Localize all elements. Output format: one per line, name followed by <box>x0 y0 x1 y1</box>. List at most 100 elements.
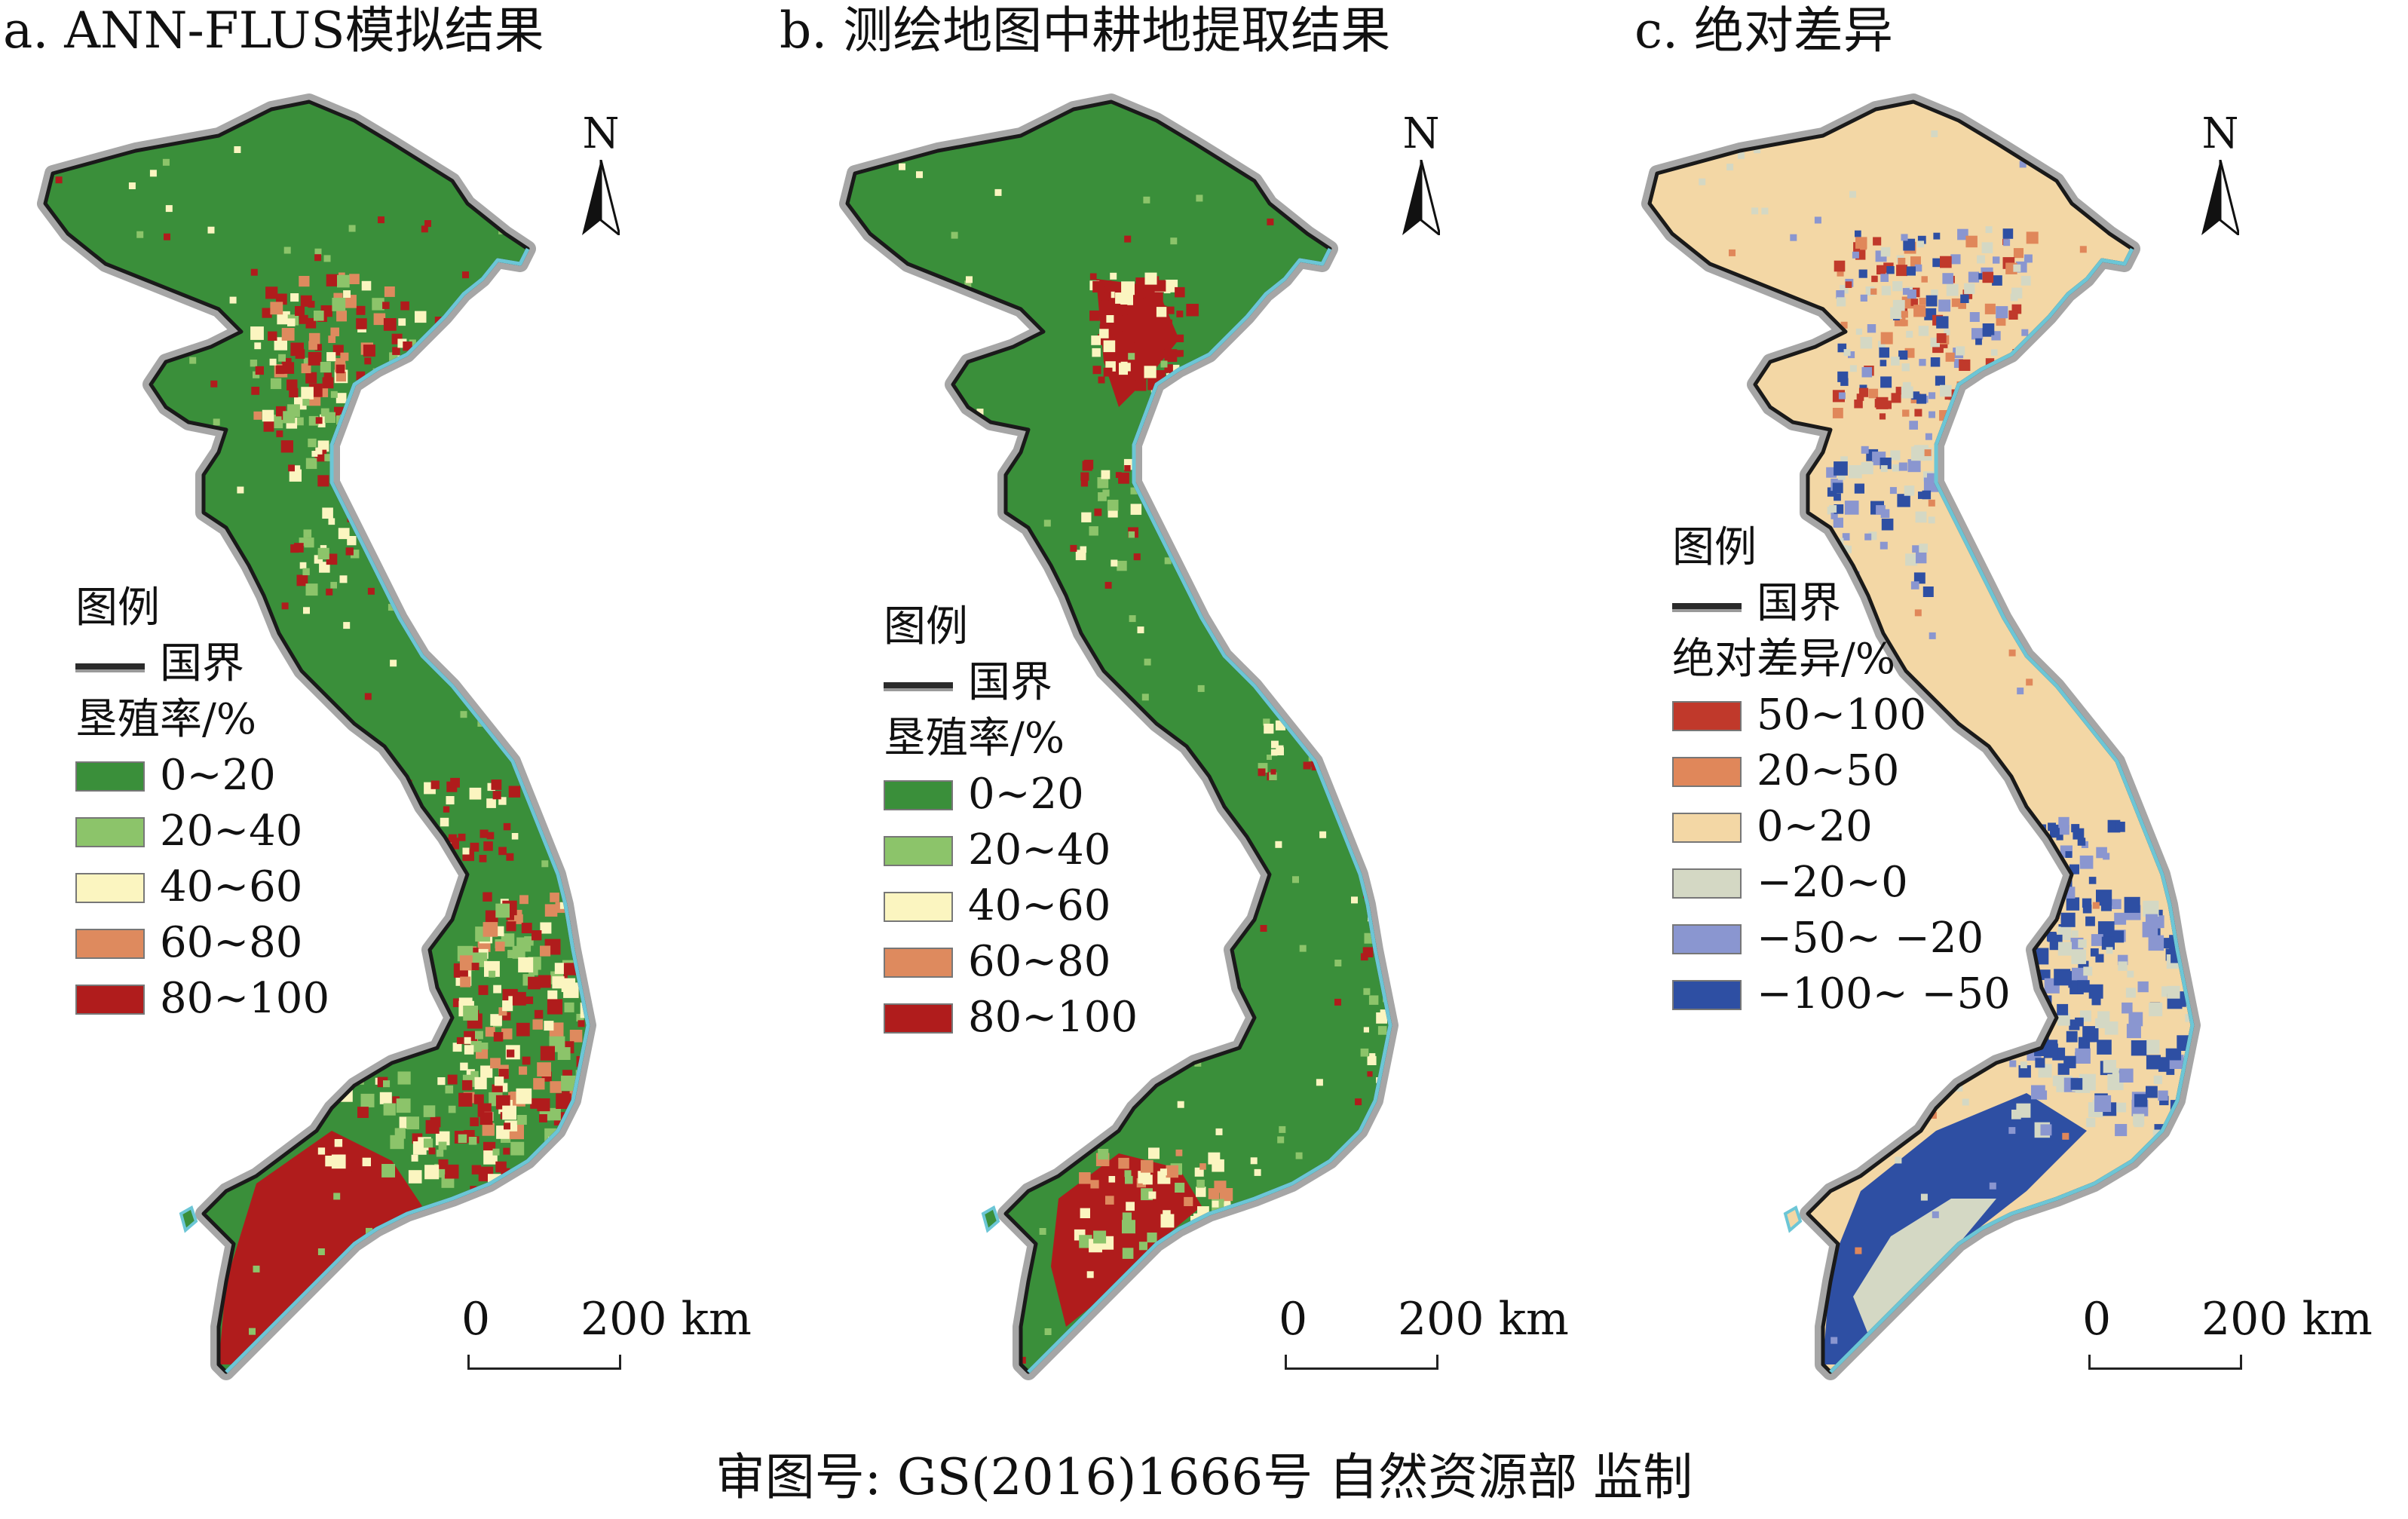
legend-item: 20~40 <box>884 822 1111 878</box>
map-cell <box>317 547 329 559</box>
map-cell <box>462 1080 473 1091</box>
map-cell <box>2003 239 2011 247</box>
map-cell <box>532 930 542 941</box>
map-cell <box>489 970 496 978</box>
map-cell <box>1250 1157 1258 1165</box>
map-cell <box>390 660 397 667</box>
map-cell <box>458 1092 473 1107</box>
map-cell <box>1376 1012 1387 1024</box>
map-cell <box>69 360 76 368</box>
map-approval-number: 审图号: GS(2016)1666号 自然资源部 监制 <box>715 1448 1693 1506</box>
north-label: N <box>582 109 620 158</box>
map-cell <box>1929 411 1935 418</box>
map-cell <box>1880 376 1892 388</box>
map-cell <box>334 406 344 417</box>
map-cell <box>1902 409 1910 417</box>
map-cell <box>1363 1027 1369 1033</box>
map-cell <box>2193 942 2205 954</box>
map-cell <box>1276 747 1284 755</box>
map-cell <box>430 780 440 789</box>
map-cell <box>594 892 609 907</box>
map-cell <box>1860 294 1867 302</box>
map-cell <box>402 803 409 810</box>
map-cell <box>1991 349 1998 356</box>
map-cell <box>250 360 258 367</box>
map-cell <box>2017 1007 2027 1018</box>
map-cell <box>1680 1163 1688 1171</box>
map-cell <box>1931 130 1938 137</box>
map-cell <box>1880 465 1888 473</box>
map-cell <box>366 423 380 436</box>
map-cell <box>1910 299 1919 306</box>
map-cell <box>447 1074 458 1085</box>
map-cell <box>337 274 350 288</box>
map-cell <box>1122 1212 1132 1222</box>
map-cell <box>2103 853 2110 860</box>
map-cell <box>1319 390 1326 398</box>
map-cell <box>1104 581 1112 589</box>
map-cell <box>255 366 264 375</box>
map-cell <box>486 831 495 840</box>
legend-class-title: 垦殖率/% <box>884 714 1065 763</box>
map-cell <box>335 393 347 403</box>
map-cell <box>2011 1110 2021 1119</box>
map-cell <box>2035 871 2042 878</box>
island <box>981 1205 1000 1233</box>
map-cell <box>1179 1238 1187 1245</box>
map-cell <box>1984 378 1995 390</box>
map-cell <box>1164 557 1172 565</box>
map-cell <box>1876 397 1889 409</box>
map-cell <box>1404 902 1409 908</box>
map-cell <box>371 816 378 824</box>
map-cell <box>1891 357 1900 366</box>
map-cell <box>1912 545 1919 553</box>
map-cell <box>2056 833 2063 841</box>
map-cell <box>493 1032 504 1042</box>
map-cell <box>1929 392 1936 400</box>
map-cell <box>2153 1280 2161 1288</box>
map-cell <box>1101 292 1109 301</box>
map-cell <box>314 344 322 351</box>
map-cell <box>1098 1149 1109 1160</box>
map-cell <box>1367 1071 1373 1077</box>
map-cell <box>1080 546 1087 553</box>
map-cell <box>1397 894 1408 905</box>
map-cell <box>1089 273 1097 280</box>
map-cell <box>448 834 457 843</box>
map-cell <box>184 1106 191 1113</box>
map-cell <box>502 1012 511 1021</box>
map-cell <box>1993 375 2003 385</box>
map-cell <box>1674 307 1682 314</box>
map-cell <box>428 1147 436 1155</box>
island <box>1783 1205 1803 1233</box>
map-cell <box>1971 1248 1979 1256</box>
legend-swatch <box>884 780 953 810</box>
map-cell <box>464 1045 474 1055</box>
map-cell <box>1901 363 1910 372</box>
map-cell <box>483 841 493 851</box>
map-cell <box>471 963 479 970</box>
map-cell <box>2088 877 2097 884</box>
map-cell <box>2114 912 2127 925</box>
map-cell <box>1083 1125 1090 1133</box>
map-cell <box>1831 512 1838 519</box>
map-cell <box>69 366 76 374</box>
map-cell <box>485 1153 493 1161</box>
map-cell <box>584 943 588 957</box>
map-cell <box>1264 724 1274 734</box>
map-cell <box>1143 196 1150 204</box>
scale-end: 200 km <box>581 1293 752 1346</box>
map-cell <box>976 409 984 416</box>
map-cell <box>1880 541 1888 550</box>
map-cell <box>1844 545 1852 553</box>
legend-swatch <box>75 873 145 903</box>
map-cell <box>478 1272 486 1280</box>
map-cell <box>1842 533 1850 541</box>
map-cell <box>1145 297 1153 305</box>
map-cell <box>1974 1041 1981 1049</box>
map-cell <box>65 1194 72 1202</box>
map-cell <box>1845 281 1852 288</box>
map-cell <box>1914 409 1922 417</box>
map-cell <box>392 370 400 378</box>
map-cell <box>253 1265 260 1272</box>
